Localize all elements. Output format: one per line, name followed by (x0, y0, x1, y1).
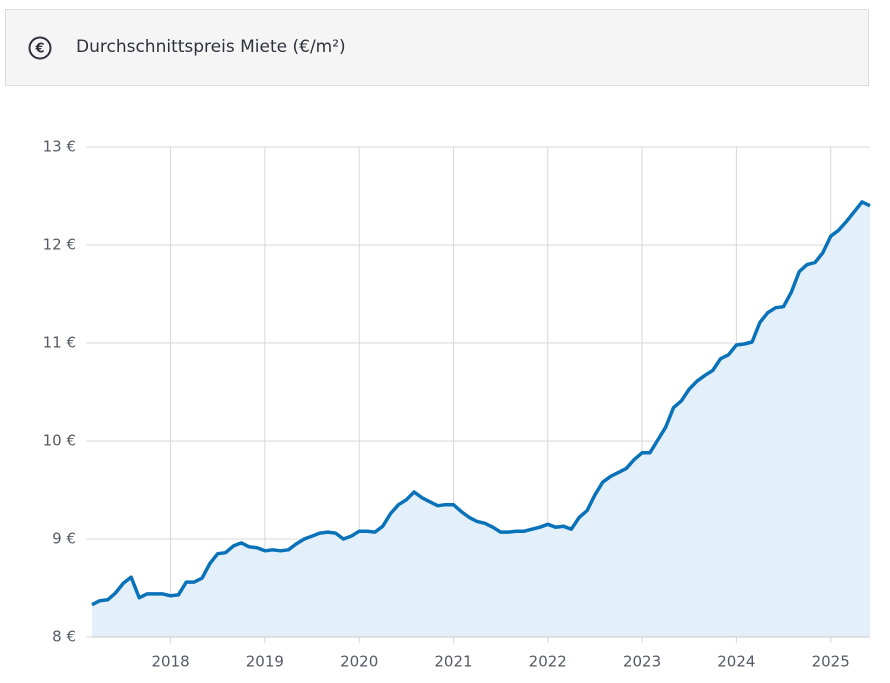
x-tick-label: 2020 (340, 653, 378, 671)
x-tick-label: 2019 (246, 653, 284, 671)
x-tick-label: 2018 (151, 653, 189, 671)
y-tick-label: 8 € (52, 628, 76, 646)
y-tick-label: 13 € (43, 138, 76, 156)
x-tick-label: 2025 (812, 653, 850, 671)
x-tick-label: 2023 (623, 653, 661, 671)
chart-title: Durchschnittspreis Miete (€/m²) (76, 37, 346, 57)
euro-icon: € (28, 36, 52, 60)
line (91, 200, 871, 607)
area (92, 201, 870, 637)
y-tick-label: 11 € (43, 334, 76, 352)
x-tick-label: 2021 (434, 653, 472, 671)
y-tick-label: 12 € (43, 236, 76, 254)
svg-text:€: € (34, 42, 44, 57)
y-tick-label: 10 € (43, 432, 76, 450)
header: € Durchschnittspreis Miete (€/m²) (5, 9, 869, 86)
y-tick-label: 9 € (52, 530, 76, 548)
x-tick-label: 2022 (529, 653, 567, 671)
x-tick-label: 2024 (717, 653, 755, 671)
